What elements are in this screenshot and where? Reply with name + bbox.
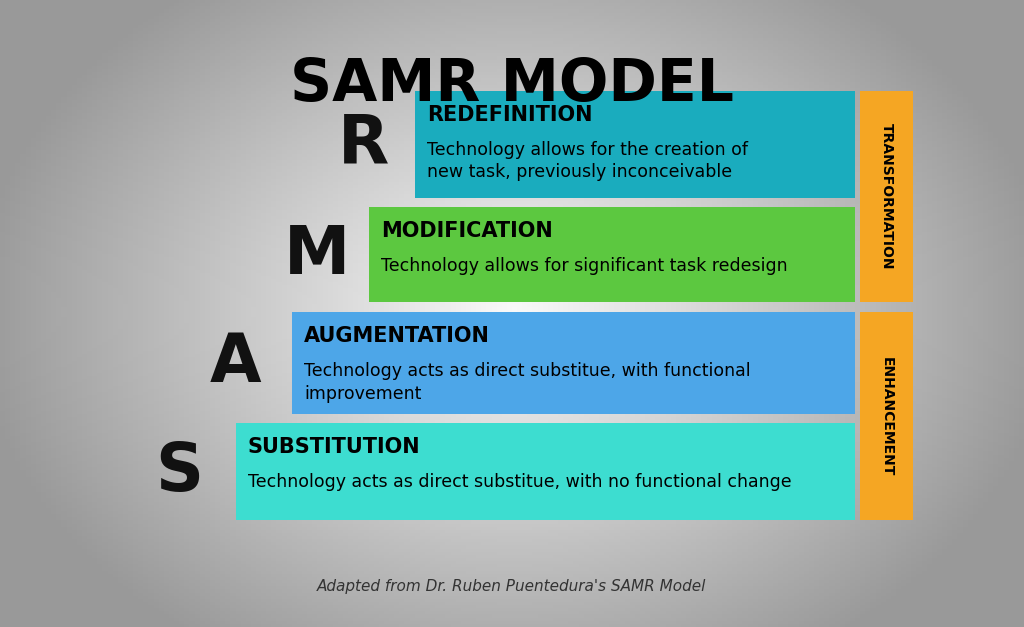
FancyBboxPatch shape: [860, 312, 913, 520]
Text: ENHANCEMENT: ENHANCEMENT: [880, 357, 894, 476]
FancyBboxPatch shape: [415, 91, 855, 198]
Text: AUGMENTATION: AUGMENTATION: [304, 326, 490, 346]
Text: TRANSFORMATION: TRANSFORMATION: [880, 124, 894, 270]
Text: REDEFINITION: REDEFINITION: [427, 105, 593, 125]
Text: Technology acts as direct substitue, with no functional change: Technology acts as direct substitue, wit…: [248, 473, 792, 492]
Text: M: M: [285, 221, 350, 288]
Text: MODIFICATION: MODIFICATION: [381, 221, 553, 241]
FancyBboxPatch shape: [369, 207, 855, 302]
Text: A: A: [210, 330, 261, 396]
Text: R: R: [338, 111, 389, 177]
Text: SAMR MODEL: SAMR MODEL: [290, 56, 734, 113]
FancyBboxPatch shape: [292, 312, 855, 414]
FancyBboxPatch shape: [860, 91, 913, 302]
Text: Technology allows for the creation of
new task, previously inconceivable: Technology allows for the creation of ne…: [427, 141, 748, 181]
Text: SUBSTITUTION: SUBSTITUTION: [248, 437, 421, 457]
Text: Adapted from Dr. Ruben Puentedura's SAMR Model: Adapted from Dr. Ruben Puentedura's SAMR…: [317, 579, 707, 594]
FancyBboxPatch shape: [236, 423, 855, 520]
Text: Technology acts as direct substitue, with functional
improvement: Technology acts as direct substitue, wit…: [304, 362, 751, 403]
Text: Technology allows for significant task redesign: Technology allows for significant task r…: [381, 257, 787, 275]
Text: S: S: [156, 439, 203, 505]
